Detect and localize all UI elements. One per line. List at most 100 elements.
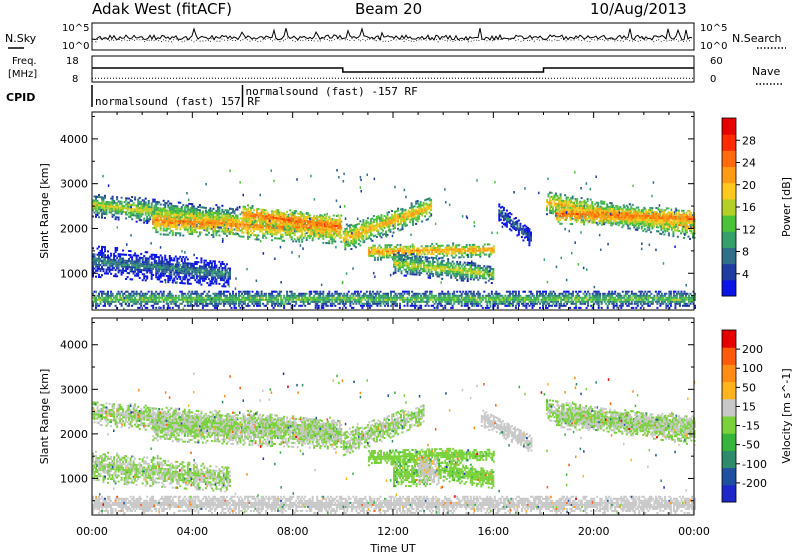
data-cell	[390, 252, 393, 255]
data-cell	[375, 223, 378, 226]
data-cell	[414, 269, 417, 272]
data-cell	[200, 216, 203, 219]
data-cell	[302, 224, 305, 227]
data-cell	[530, 233, 532, 236]
data-cell	[597, 201, 600, 204]
data-cell	[415, 218, 418, 221]
data-cell	[212, 230, 215, 233]
data-cell	[259, 228, 262, 231]
data-cell	[433, 265, 436, 268]
data-cell	[317, 224, 320, 227]
data-cell	[366, 221, 369, 224]
data-cell	[393, 250, 396, 253]
data-cell	[471, 274, 474, 277]
data-cell	[422, 211, 425, 214]
data-cell	[380, 252, 382, 255]
data-cell	[393, 257, 395, 260]
data-cell	[311, 219, 314, 222]
data-cell	[328, 225, 331, 228]
data-cell	[144, 209, 147, 212]
data-cell	[578, 211, 581, 214]
data-cell	[412, 224, 415, 226]
data-cell	[479, 255, 482, 258]
data-cell	[472, 262, 475, 265]
data-cell	[253, 219, 255, 222]
data-cell	[652, 225, 655, 228]
data-cell	[400, 254, 403, 257]
data-cell	[268, 231, 271, 233]
data-cell	[435, 248, 438, 251]
data-cell	[414, 263, 417, 266]
data-cell	[442, 265, 445, 268]
data-cell	[137, 212, 140, 215]
data-cell	[354, 230, 357, 233]
data-cell	[516, 224, 519, 227]
data-cell	[443, 248, 446, 251]
data-cell	[137, 198, 140, 201]
data-cell	[238, 223, 240, 226]
data-cell	[170, 217, 173, 220]
data-cell	[274, 216, 277, 219]
data-cell	[641, 208, 644, 211]
data-cell	[424, 256, 427, 259]
data-cell	[232, 210, 234, 213]
data-cell	[427, 262, 430, 265]
data-cell	[421, 268, 424, 271]
data-cell	[171, 217, 174, 220]
data-cell	[414, 265, 417, 268]
data-cell	[198, 209, 201, 212]
data-cell	[250, 230, 252, 232]
data-cell	[213, 226, 216, 229]
data-cell	[156, 223, 159, 226]
data-cell	[170, 221, 173, 224]
data-cell	[313, 219, 316, 222]
data-cell	[95, 213, 97, 216]
data-cell	[381, 252, 384, 255]
data-cell	[379, 234, 381, 237]
data-cell	[471, 247, 474, 250]
data-cell	[120, 212, 123, 215]
data-cell	[167, 219, 170, 222]
data-cell	[409, 207, 412, 209]
data-cell	[299, 224, 302, 227]
data-cell	[293, 222, 296, 225]
data-cell	[126, 203, 129, 206]
data-cell	[185, 214, 188, 217]
data-cell	[403, 274, 406, 277]
data-cell	[259, 216, 262, 219]
data-cell	[179, 214, 182, 217]
data-cell	[417, 259, 420, 262]
data-cell	[404, 220, 407, 223]
data-cell	[459, 273, 462, 276]
data-cell	[308, 224, 311, 227]
data-cell	[379, 218, 381, 221]
data-cell	[165, 215, 168, 218]
data-cell	[104, 194, 106, 197]
data-cell	[251, 232, 254, 235]
data-cell	[477, 278, 480, 281]
data-cell	[429, 268, 432, 271]
data-cell	[271, 210, 274, 213]
data-cell	[685, 220, 688, 222]
data-cell	[385, 216, 387, 219]
data-cell	[189, 219, 192, 222]
data-cell	[450, 270, 453, 273]
data-cell	[394, 223, 396, 225]
data-cell	[104, 216, 106, 219]
data-cell	[469, 264, 472, 267]
data-cell	[490, 267, 493, 270]
data-cell	[508, 220, 511, 223]
data-cell	[674, 223, 677, 226]
data-cell	[280, 233, 283, 236]
data-cell	[468, 268, 471, 270]
data-cell	[203, 221, 206, 224]
data-cell	[93, 207, 96, 210]
data-cell	[159, 211, 162, 214]
data-cell	[93, 211, 96, 214]
data-cell	[183, 218, 186, 221]
data-cell	[125, 197, 128, 200]
data-cell	[161, 213, 164, 216]
data-cell	[104, 202, 106, 205]
data-cell	[347, 235, 350, 237]
data-cell	[342, 232, 345, 235]
